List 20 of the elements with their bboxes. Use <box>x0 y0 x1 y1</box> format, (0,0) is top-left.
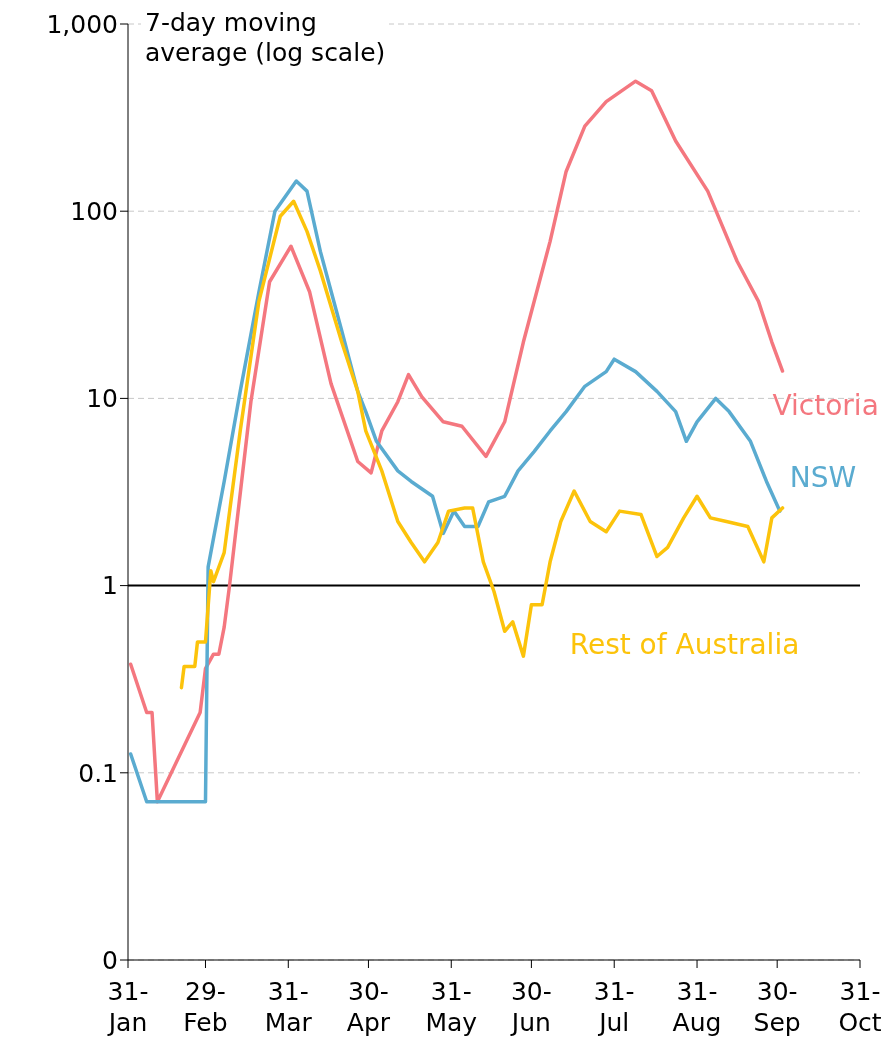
x-tick-label: 31-Oct <box>838 977 882 1038</box>
x-tick-label: 31-Aug <box>672 977 722 1038</box>
series-label: Victoria <box>772 389 879 423</box>
series-label: NSW <box>789 461 857 495</box>
x-tick-label: 31-May <box>425 977 478 1038</box>
x-tick-label: 29-Feb <box>183 977 228 1038</box>
y-tick-label: 10 <box>86 384 118 414</box>
x-tick-label: 30-Jun <box>509 977 552 1038</box>
x-tick-label: 31-Mar <box>264 977 313 1038</box>
series-label: Rest of Australia <box>569 627 800 661</box>
y-tick-label: 0.1 <box>78 758 118 788</box>
x-tick-label: 30-Apr <box>346 977 391 1038</box>
x-tick-label: 30-Sep <box>753 977 801 1038</box>
y-tick-label: 100 <box>70 197 118 227</box>
y-tick-label: 0 <box>102 945 118 975</box>
x-tick-label: 31-Jan <box>106 977 149 1038</box>
x-tick-label: 31-Jul <box>593 977 635 1038</box>
y-tick-label: 1,000 <box>46 9 118 39</box>
y-axis-title: 7-day moving average (log scale) <box>145 8 386 68</box>
y-tick-label: 1 <box>102 571 118 601</box>
